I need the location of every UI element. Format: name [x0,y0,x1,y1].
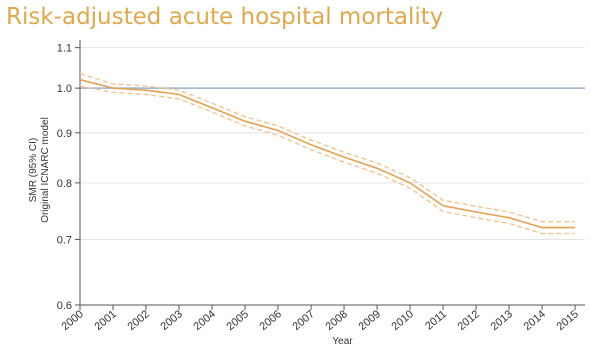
y-tick-label: 1.0 [57,83,72,95]
series [79,72,576,235]
y-tick-label: 0.6 [57,300,72,312]
y-tick-label: 0.9 [57,128,72,140]
y-axis-label: SMR (95% CI) [28,138,39,202]
series-line-upper [79,72,576,223]
x-axis-label: Year [332,336,353,347]
series-line-lower [79,85,576,235]
axes [75,40,585,310]
series-line-estimate [79,78,576,229]
y-tick-label: 0.7 [57,235,72,247]
y-axis-label-model: Original ICNARC model [40,117,51,223]
y-tick-label: 1.1 [57,43,72,55]
page-title: Risk-adjusted acute hospital mortality [6,4,444,30]
y-tick-label: 0.8 [57,178,72,190]
